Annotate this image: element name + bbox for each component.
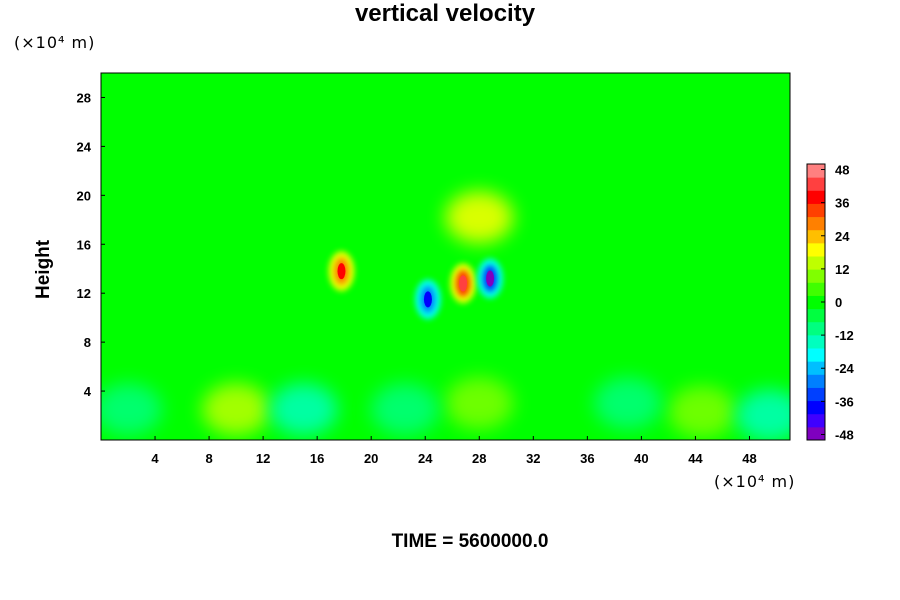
field-feature bbox=[445, 377, 514, 430]
x-tick-label: 12 bbox=[256, 451, 270, 466]
colorbar-swatch bbox=[807, 400, 825, 415]
x-tick-label: 40 bbox=[634, 451, 648, 466]
colorbar-tick-label: -24 bbox=[835, 361, 855, 376]
chart-title: vertical velocity bbox=[354, 0, 536, 27]
field-feature bbox=[269, 383, 338, 436]
colorbar-tick-label: -48 bbox=[835, 427, 854, 442]
y-tick-label: 24 bbox=[77, 139, 92, 154]
colorbar-tick-label: -36 bbox=[835, 394, 854, 409]
colorbar-swatch bbox=[807, 413, 825, 428]
y-tick-label: 28 bbox=[77, 90, 91, 105]
field-feature bbox=[202, 383, 271, 436]
colorbar-swatch bbox=[807, 269, 825, 283]
field-feature bbox=[370, 383, 439, 436]
colorbar-tick-label: 48 bbox=[835, 163, 849, 178]
colorbar-swatch bbox=[807, 282, 825, 296]
y-axis-unit: (×10⁴ m) bbox=[14, 33, 96, 52]
field-feature bbox=[450, 263, 477, 304]
field-feature bbox=[668, 385, 737, 438]
field-feature bbox=[328, 251, 355, 292]
colorbar-swatch bbox=[807, 374, 825, 388]
field-feature bbox=[414, 279, 441, 320]
y-tick-label: 12 bbox=[77, 286, 91, 301]
colorbar-tick-label: 12 bbox=[835, 262, 849, 277]
field-feature bbox=[593, 377, 662, 430]
colorbar-swatch bbox=[807, 321, 825, 336]
field-feature bbox=[477, 258, 504, 299]
x-axis-unit: (×10⁴ m) bbox=[714, 472, 796, 491]
colorbar-swatch bbox=[807, 216, 825, 231]
y-tick-label: 8 bbox=[84, 335, 91, 350]
colorbar-swatch bbox=[807, 256, 825, 270]
colorbar-tick-label: 36 bbox=[835, 196, 849, 211]
colorbar-swatch bbox=[807, 295, 825, 310]
y-tick-label: 16 bbox=[77, 237, 91, 252]
colorbar-tick-label: -12 bbox=[835, 328, 854, 343]
colorbar-swatch bbox=[807, 177, 825, 191]
colorbar-swatch bbox=[807, 348, 825, 362]
x-tick-label: 20 bbox=[364, 451, 378, 466]
x-tick-label: 8 bbox=[205, 451, 212, 466]
colorbar-swatch bbox=[807, 242, 825, 257]
y-axis-ticks: 4 8 12 16 20 24 28 bbox=[77, 90, 105, 399]
x-tick-label: 48 bbox=[742, 451, 756, 466]
plot-frame bbox=[100, 72, 791, 441]
field-feature bbox=[445, 191, 514, 244]
x-tick-label: 4 bbox=[151, 451, 159, 466]
y-tick-label: 20 bbox=[77, 188, 91, 203]
x-tick-label: 28 bbox=[472, 451, 486, 466]
time-annotation: TIME = 5600000.0 bbox=[391, 531, 549, 552]
field-background bbox=[101, 73, 790, 440]
x-tick-label: 36 bbox=[580, 451, 594, 466]
colorbar-tick-label: 24 bbox=[835, 229, 850, 244]
colorbar-swatch bbox=[807, 308, 825, 323]
x-tick-label: 16 bbox=[310, 451, 324, 466]
x-tick-label: 24 bbox=[418, 451, 433, 466]
colorbar-swatch bbox=[807, 387, 825, 402]
field-feature bbox=[735, 389, 790, 440]
x-tick-label: 44 bbox=[688, 451, 703, 466]
colorbar-swatch bbox=[807, 203, 825, 218]
colorbar-swatch bbox=[807, 426, 825, 441]
x-axis-ticks: 4 8 12 16 20 24 28 32 36 40 44 48 bbox=[151, 436, 757, 466]
colorbar-swatch bbox=[807, 361, 825, 375]
colorbar-swatch bbox=[807, 164, 825, 178]
colorbar-swatch bbox=[807, 190, 825, 204]
colorbar-swatch bbox=[807, 229, 825, 244]
plot-area bbox=[101, 73, 790, 440]
colorbar-tick-label: 0 bbox=[835, 295, 842, 310]
colorbar: 48 36 24 12 0 -12 -24 -36 -48 bbox=[806, 163, 855, 442]
field-feature bbox=[101, 383, 163, 436]
y-tick-label: 4 bbox=[84, 384, 92, 399]
colorbar-swatch bbox=[807, 334, 825, 349]
x-tick-label: 32 bbox=[526, 451, 540, 466]
